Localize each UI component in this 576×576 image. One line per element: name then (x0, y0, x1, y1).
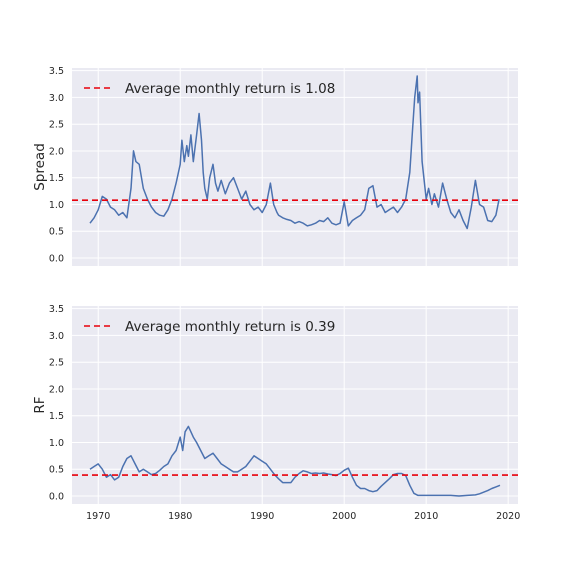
panel-rf: 0.0 0.5 1.0 1.5 2.0 2.5 3.0 3.5 1970 1980 1990 2000… (32, 304, 520, 522)
y-tick-label: 3.0 (49, 93, 64, 104)
x-tick-label: 1990 (250, 511, 274, 522)
y-tick-label: 3.5 (49, 304, 64, 315)
x-tick-label: 2020 (496, 511, 520, 522)
y-tick-label: 1.0 (49, 438, 64, 449)
y-tick-label: 0.0 (49, 491, 64, 502)
y-tick-label: 1.5 (49, 173, 64, 184)
legend-label: Average monthly return is 1.08 (125, 81, 335, 97)
y-tick-label: 3.5 (49, 66, 64, 77)
x-tick-label: 2000 (332, 511, 356, 522)
legend-label: Average monthly return is 0.39 (125, 319, 335, 335)
y-tick-label: 1.0 (49, 200, 64, 211)
y-tick-label: 3.0 (49, 331, 64, 342)
x-tick-label: 2010 (414, 511, 438, 522)
y-tick-label: 2.0 (49, 146, 64, 157)
y-tick-label: 0.0 (49, 253, 64, 264)
y-axis-label: RF (32, 396, 48, 413)
y-tick-label: 2.5 (49, 120, 64, 131)
y-tick-label: 2.5 (49, 358, 64, 369)
series-line (89, 425, 501, 497)
y-tick-label: 1.5 (49, 411, 64, 422)
y-tick-label: 0.5 (49, 465, 64, 476)
series-line (89, 75, 500, 230)
y-tick-label: 0.5 (49, 227, 64, 238)
plot-area (72, 68, 518, 266)
y-axis-label: Spread (32, 143, 48, 191)
x-tick-label: 1980 (168, 511, 192, 522)
panel-spread: 0.0 0.5 1.0 1.5 2.0 2.5 3.0 3.5 Spread Average mo… (32, 66, 518, 266)
x-tick-label: 1970 (86, 511, 110, 522)
y-tick-label: 2.0 (49, 384, 64, 395)
